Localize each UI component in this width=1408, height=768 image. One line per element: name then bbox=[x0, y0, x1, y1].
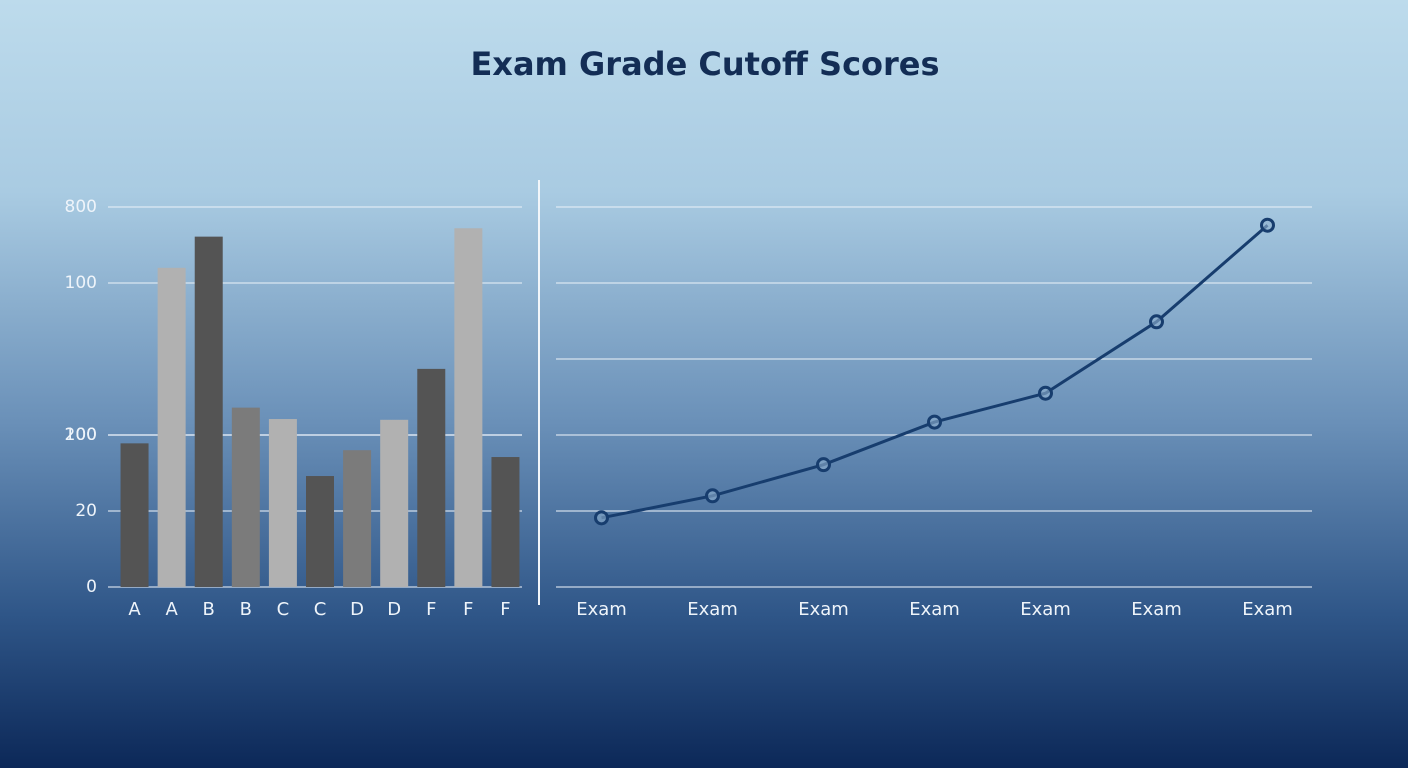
x-tick-label: C bbox=[314, 599, 327, 620]
bar bbox=[491, 457, 520, 587]
x-tick-label: D bbox=[350, 599, 364, 620]
x-tick-label: Exam bbox=[909, 599, 960, 620]
y-tick-label: 200 bbox=[65, 425, 97, 445]
marker bbox=[705, 488, 720, 504]
bar bbox=[268, 419, 297, 587]
bar bbox=[306, 476, 334, 587]
x-tick-label: A bbox=[128, 599, 141, 620]
bar bbox=[343, 450, 372, 587]
bar bbox=[454, 228, 483, 587]
x-tick-label: F bbox=[426, 599, 436, 620]
bar bbox=[120, 443, 149, 587]
y-tick-label: 20 bbox=[75, 501, 97, 521]
x-tick-label: F bbox=[463, 599, 473, 620]
x-tick-label: Exam bbox=[1020, 599, 1071, 620]
y-tick-label: 800 bbox=[65, 197, 97, 217]
x-tick-label: Exam bbox=[798, 599, 849, 620]
bar bbox=[417, 368, 446, 587]
bar bbox=[194, 236, 223, 587]
marker bbox=[816, 457, 831, 473]
x-tick-label: C bbox=[277, 599, 290, 620]
x-tick-label: Exam bbox=[1242, 599, 1293, 620]
x-tick-label: D bbox=[387, 599, 401, 620]
y-tick-label: 0 bbox=[86, 577, 97, 597]
y-tick-label: 100 bbox=[65, 273, 97, 293]
bar bbox=[380, 419, 409, 587]
x-tick-label: Exam bbox=[1131, 599, 1182, 620]
x-tick-label: Exam bbox=[576, 599, 627, 620]
x-tick-label: F bbox=[500, 599, 510, 620]
marker bbox=[594, 510, 609, 526]
bar bbox=[157, 267, 186, 587]
bar bbox=[231, 407, 260, 587]
x-tick-label: A bbox=[165, 599, 178, 620]
x-tick-label: Exam bbox=[687, 599, 738, 620]
marker bbox=[1038, 385, 1053, 401]
marker bbox=[927, 414, 942, 430]
chart-title: Exam Grade Cutoff Scores bbox=[470, 45, 939, 83]
marker bbox=[1260, 217, 1275, 233]
marker bbox=[1149, 314, 1164, 330]
x-tick-label: B bbox=[240, 599, 252, 620]
x-tick-label: B bbox=[203, 599, 215, 620]
y-tick-label: 100 bbox=[65, 425, 97, 445]
